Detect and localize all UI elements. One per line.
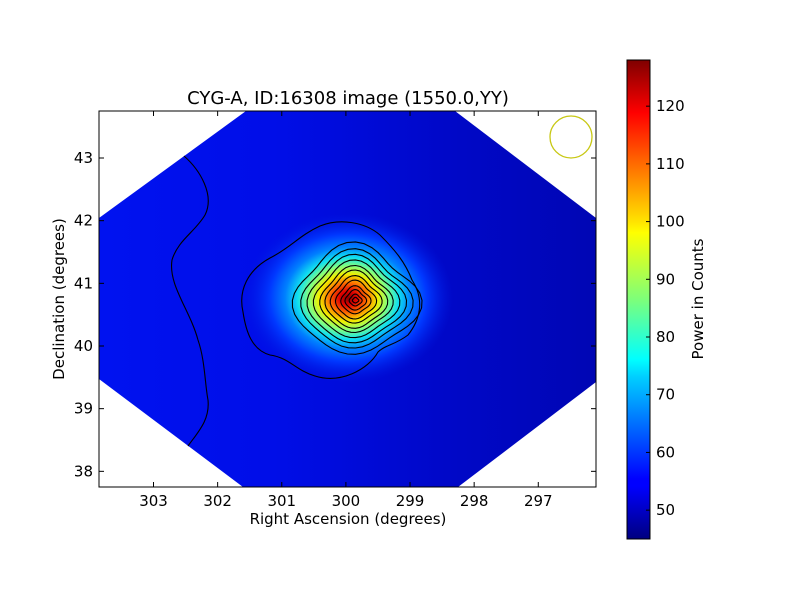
y-axis-label: Declination (degrees) [50, 218, 68, 380]
contour-line [340, 285, 372, 315]
contour-line [348, 293, 363, 307]
x-tick-label: 300 [332, 492, 361, 510]
colorbar-tick-label: 110 [656, 155, 685, 173]
contour-line [300, 248, 414, 349]
contour-line [351, 296, 360, 304]
x-tick-label: 303 [139, 492, 168, 510]
colorbar-tick-label: 90 [656, 270, 675, 288]
y-tick-label: 41 [74, 274, 93, 292]
colorbar-ticks: 50 60 70 80 90 100 110 120 [646, 97, 685, 519]
y-tick-label: 42 [74, 212, 93, 230]
contour-line [329, 275, 383, 324]
contour-west [170, 155, 209, 447]
beam-marker-icon [549, 115, 593, 159]
colorbar-tick-label: 120 [656, 97, 685, 115]
contour-line [344, 289, 368, 311]
chart-title: CYG-A, ID:16308 image (1550.0,YY) [187, 88, 509, 109]
x-tick-label: 299 [396, 492, 425, 510]
x-tick-label: 298 [460, 492, 489, 510]
colorbar-tick-label: 70 [656, 386, 675, 404]
contour-line [324, 269, 389, 329]
contour-line [306, 253, 408, 344]
contour-line [334, 279, 378, 320]
contour-lines [291, 241, 423, 355]
colorbar-tick-label: 80 [656, 328, 675, 346]
x-tick-label: 297 [524, 492, 553, 510]
axes-frame [98, 110, 597, 488]
contour-line [319, 264, 394, 334]
plot-area [99, 111, 596, 487]
y-tick-label: 38 [74, 462, 93, 480]
colorbar-label: Power in Counts [689, 238, 707, 359]
colorbar-tick-label: 50 [656, 501, 675, 519]
contour-line [312, 259, 401, 339]
x-tick-label: 302 [203, 492, 232, 510]
x-tick-label: 301 [267, 492, 296, 510]
x-axis-label: Right Ascension (degrees) [250, 510, 447, 528]
contour-line [291, 241, 423, 355]
colorbar [626, 59, 651, 540]
y-tick-label: 39 [74, 400, 93, 418]
y-tick-label: 40 [74, 337, 93, 355]
colorbar-tick-label: 100 [656, 213, 685, 231]
x-axis-ticks: 303 302 301 300 299 298 297 [139, 111, 553, 510]
colorbar-tick-label: 60 [656, 443, 675, 461]
y-tick-label: 43 [74, 149, 93, 167]
contour-outer [241, 221, 421, 379]
y-axis-ticks: 38 39 40 41 42 43 [74, 149, 596, 480]
